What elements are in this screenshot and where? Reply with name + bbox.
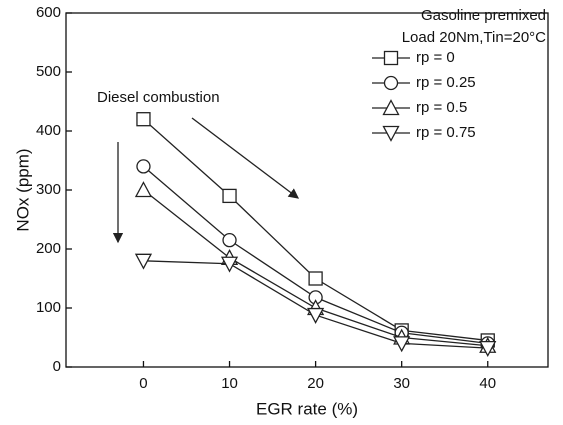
data-point xyxy=(134,181,153,198)
data-point xyxy=(220,256,239,273)
y-tick-label: 300 xyxy=(36,181,61,198)
y-tick-label: 0 xyxy=(53,358,61,375)
legend-marker xyxy=(382,99,400,116)
legend-marker xyxy=(382,125,400,142)
x-tick-label: 20 xyxy=(307,375,324,392)
x-tick-label: 10 xyxy=(221,375,238,392)
x-tick-label: 40 xyxy=(479,375,496,392)
arrow xyxy=(191,117,300,199)
y-tick-label: 600 xyxy=(36,4,61,21)
data-point xyxy=(308,271,323,286)
y-tick-label: 100 xyxy=(36,299,61,316)
legend-marker xyxy=(383,50,399,66)
y-tick-label: 200 xyxy=(36,240,61,257)
annotation: Diesel combustion xyxy=(97,89,220,106)
data-point xyxy=(479,340,497,357)
legend-title: Gasoline premixed xyxy=(421,7,546,24)
legend-title: Load 20Nm,Tin=20°C xyxy=(402,29,546,46)
data-point xyxy=(134,253,153,270)
y-axis-label: NOx (ppm) xyxy=(13,148,32,231)
data-point xyxy=(136,112,151,127)
plot-frame xyxy=(65,12,549,368)
x-tick-label: 0 xyxy=(139,375,147,392)
data-point xyxy=(222,232,237,248)
legend-label: rp = 0.25 xyxy=(416,74,476,91)
legend-label: rp = 0.75 xyxy=(416,124,476,141)
legend-label: rp = 0.5 xyxy=(416,99,467,116)
data-point xyxy=(222,188,237,204)
data-point xyxy=(136,159,151,174)
legend-marker xyxy=(383,75,399,91)
x-axis-label: EGR rate (%) xyxy=(256,399,358,418)
data-point xyxy=(307,307,325,324)
x-tick-label: 30 xyxy=(393,375,410,392)
y-tick-label: 400 xyxy=(36,122,61,139)
data-point xyxy=(393,336,411,353)
legend-label: rp = 0 xyxy=(416,49,455,66)
y-tick-label: 500 xyxy=(36,63,61,80)
